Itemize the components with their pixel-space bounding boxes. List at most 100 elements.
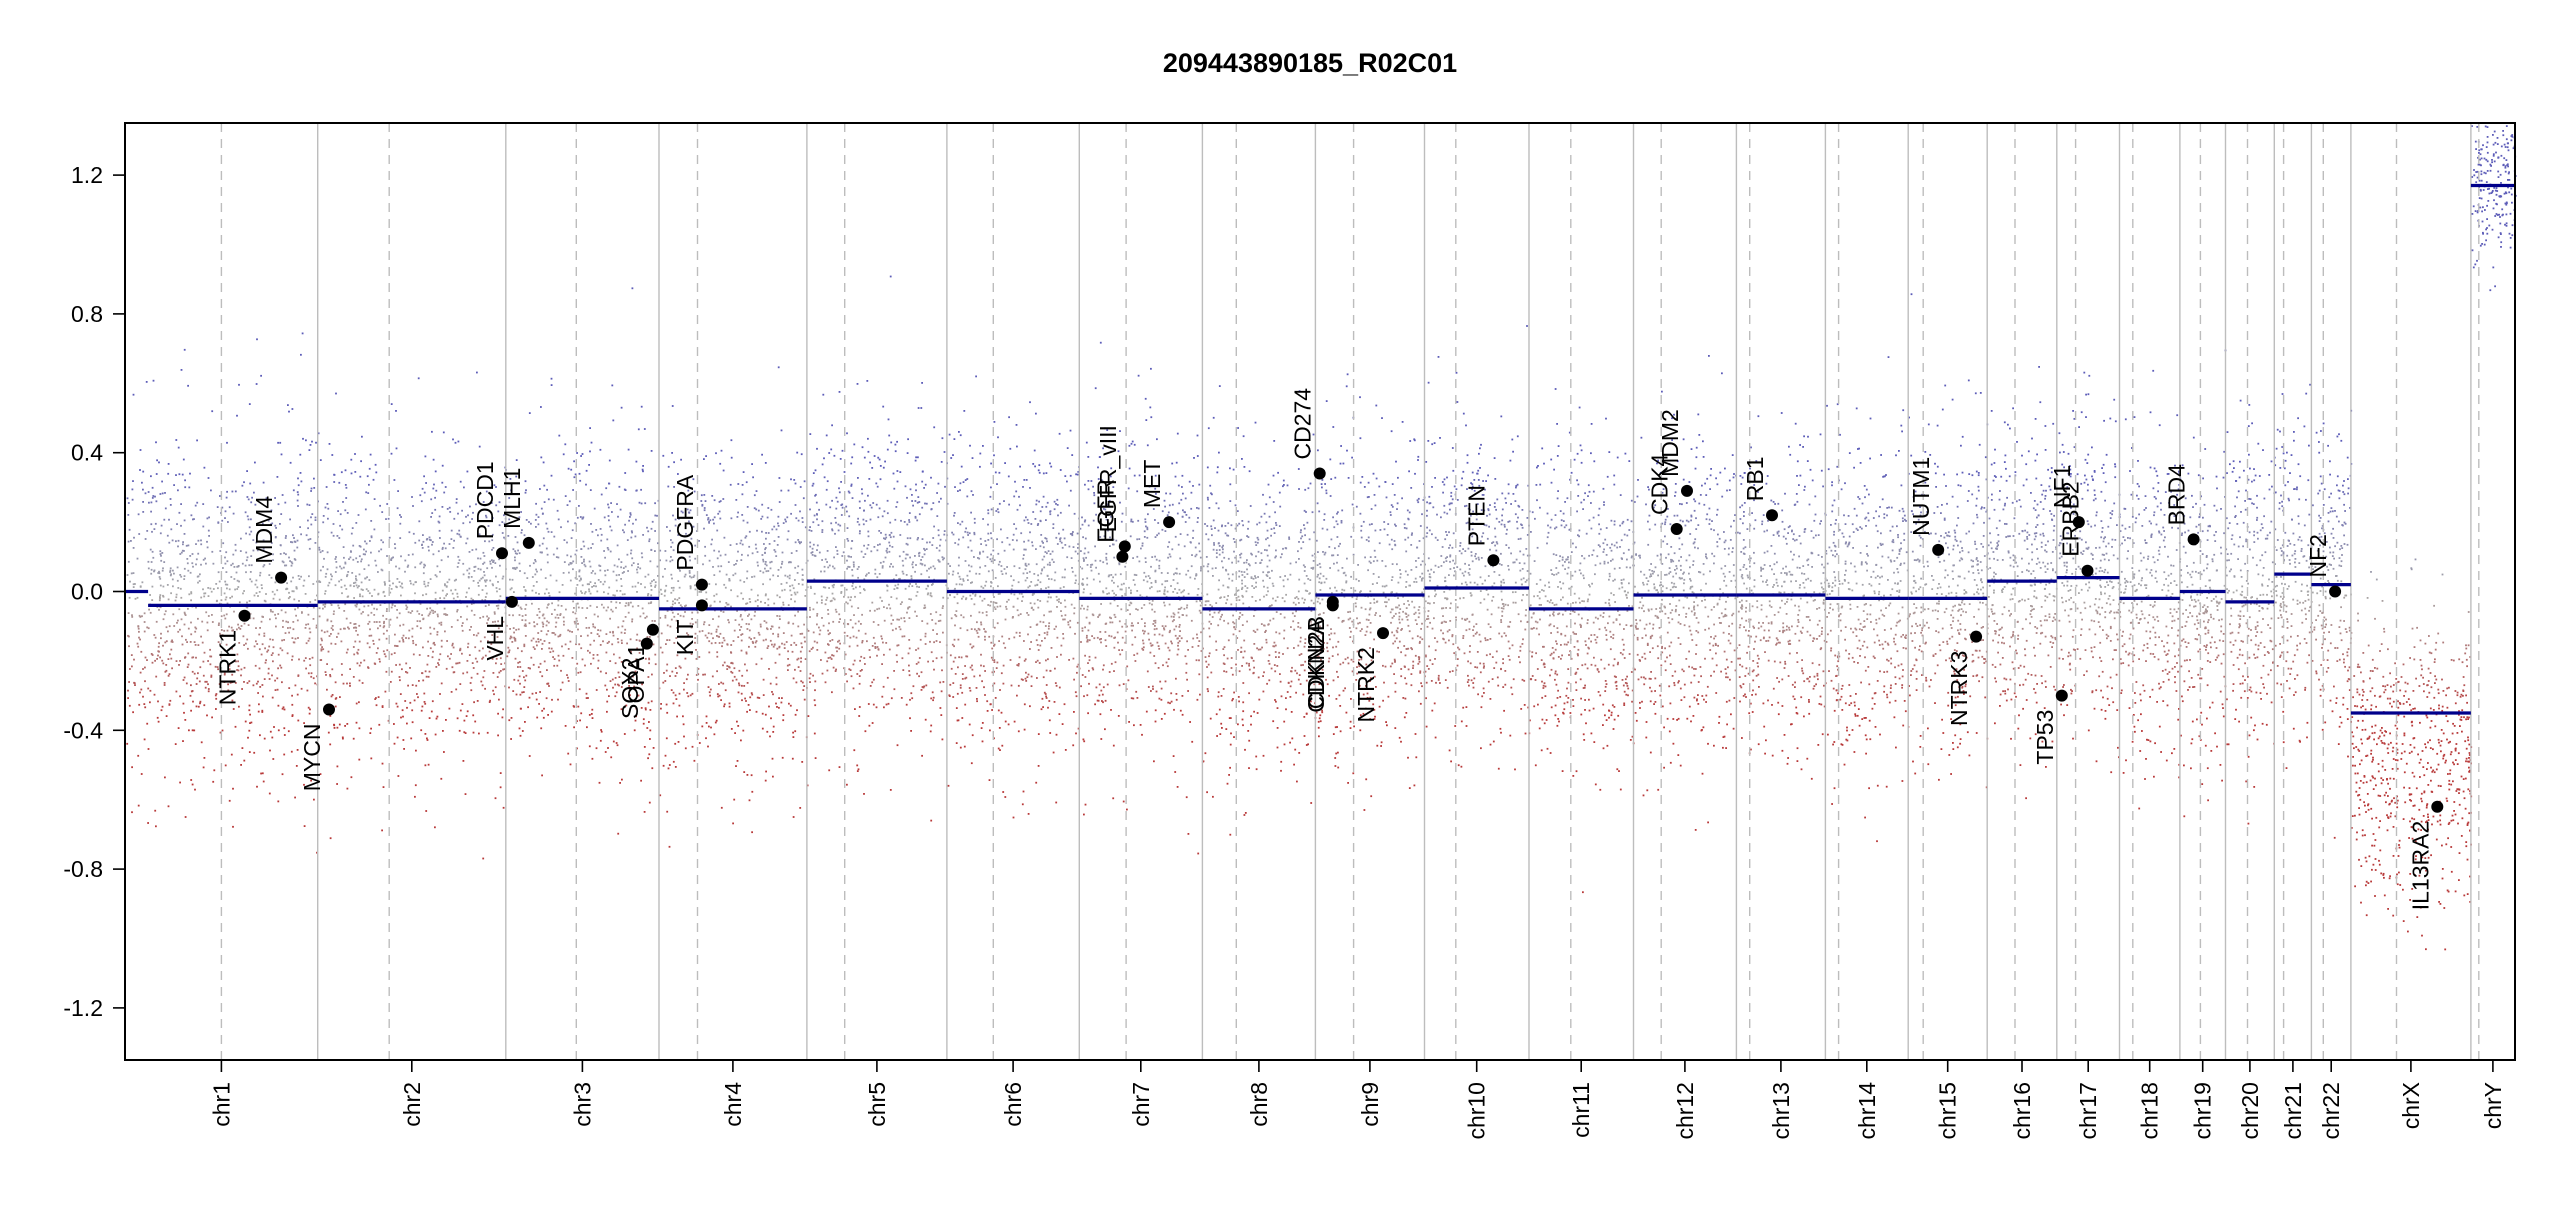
probe-point xyxy=(1011,616,1014,619)
probe-point xyxy=(288,631,290,634)
probe-point xyxy=(959,434,962,437)
probe-point xyxy=(419,494,422,497)
probe-point xyxy=(1056,543,1059,545)
probe-point xyxy=(739,615,742,618)
probe-point xyxy=(1019,465,1021,468)
probe-point xyxy=(252,684,255,687)
probe-point xyxy=(309,601,312,603)
probe-point xyxy=(830,522,833,525)
probe-point xyxy=(878,507,881,510)
probe-point xyxy=(154,495,156,498)
probe-point xyxy=(138,636,140,639)
probe-point xyxy=(463,731,466,734)
probe-point xyxy=(199,666,202,669)
probe-point xyxy=(849,619,852,621)
probe-point xyxy=(151,530,153,533)
probe-point xyxy=(1074,691,1077,694)
probe-point xyxy=(688,511,690,514)
probe-point xyxy=(771,528,774,531)
probe-point xyxy=(450,653,452,655)
probe-point xyxy=(713,594,716,597)
probe-point xyxy=(297,575,300,577)
probe-point xyxy=(165,640,168,643)
probe-point xyxy=(730,728,733,730)
probe-point xyxy=(293,537,295,539)
probe-point xyxy=(383,622,385,625)
probe-point xyxy=(627,604,630,607)
probe-point xyxy=(821,529,824,531)
probe-point xyxy=(432,612,435,614)
probe-point xyxy=(224,517,226,519)
probe-point xyxy=(987,523,989,526)
probe-point xyxy=(975,375,977,378)
probe-point xyxy=(1063,618,1066,621)
probe-point xyxy=(269,730,272,733)
probe-point xyxy=(523,586,525,588)
probe-point xyxy=(863,509,865,512)
probe-point xyxy=(659,646,662,649)
probe-point xyxy=(483,636,486,639)
probe-point xyxy=(718,642,721,644)
probe-point xyxy=(852,561,855,564)
probe-point xyxy=(881,695,884,698)
probe-point xyxy=(667,485,670,488)
probe-point xyxy=(921,538,924,540)
probe-point xyxy=(508,719,511,722)
probe-point xyxy=(835,546,837,548)
probe-point xyxy=(745,535,748,538)
probe-point xyxy=(236,628,238,631)
probe-point xyxy=(923,487,925,489)
probe-point xyxy=(517,604,520,607)
probe-point xyxy=(331,694,334,696)
probe-point xyxy=(771,691,773,693)
probe-point xyxy=(814,689,816,692)
probe-point xyxy=(611,678,614,681)
probe-point xyxy=(589,427,591,429)
probe-point xyxy=(781,642,783,645)
probe-point xyxy=(676,654,679,657)
probe-point xyxy=(774,550,777,553)
probe-point xyxy=(475,634,478,637)
probe-point xyxy=(507,535,510,537)
probe-point xyxy=(453,579,456,582)
probe-point xyxy=(322,521,325,524)
probe-point xyxy=(903,521,906,523)
probe-point xyxy=(939,614,942,616)
probe-point xyxy=(142,511,145,513)
probe-point xyxy=(378,638,381,641)
probe-point xyxy=(869,504,872,507)
probe-point xyxy=(612,419,615,422)
probe-point xyxy=(640,405,643,408)
probe-point xyxy=(872,636,875,639)
probe-point xyxy=(349,556,352,559)
probe-point xyxy=(928,541,931,544)
probe-point xyxy=(154,809,157,812)
probe-point xyxy=(788,574,791,577)
probe-point xyxy=(196,439,198,442)
probe-point xyxy=(379,504,381,507)
probe-point xyxy=(1062,637,1065,640)
probe-point xyxy=(715,593,718,596)
probe-point xyxy=(926,584,929,587)
probe-point xyxy=(532,646,535,649)
probe-point xyxy=(1001,573,1004,575)
probe-point xyxy=(775,683,778,686)
probe-point xyxy=(733,675,736,678)
probe-point xyxy=(477,581,479,584)
probe-point xyxy=(157,572,160,574)
probe-point xyxy=(446,508,449,510)
probe-point xyxy=(723,703,726,706)
probe-point xyxy=(983,628,985,630)
probe-point xyxy=(143,630,146,633)
probe-point xyxy=(923,604,926,607)
probe-point xyxy=(294,796,296,799)
probe-point xyxy=(932,660,934,663)
probe-point xyxy=(961,678,964,680)
probe-point xyxy=(1044,537,1047,539)
probe-point xyxy=(401,709,404,712)
probe-point xyxy=(527,706,529,709)
probe-point xyxy=(230,626,233,629)
probe-point xyxy=(630,549,633,552)
probe-point xyxy=(688,570,691,572)
probe-point xyxy=(671,541,674,544)
